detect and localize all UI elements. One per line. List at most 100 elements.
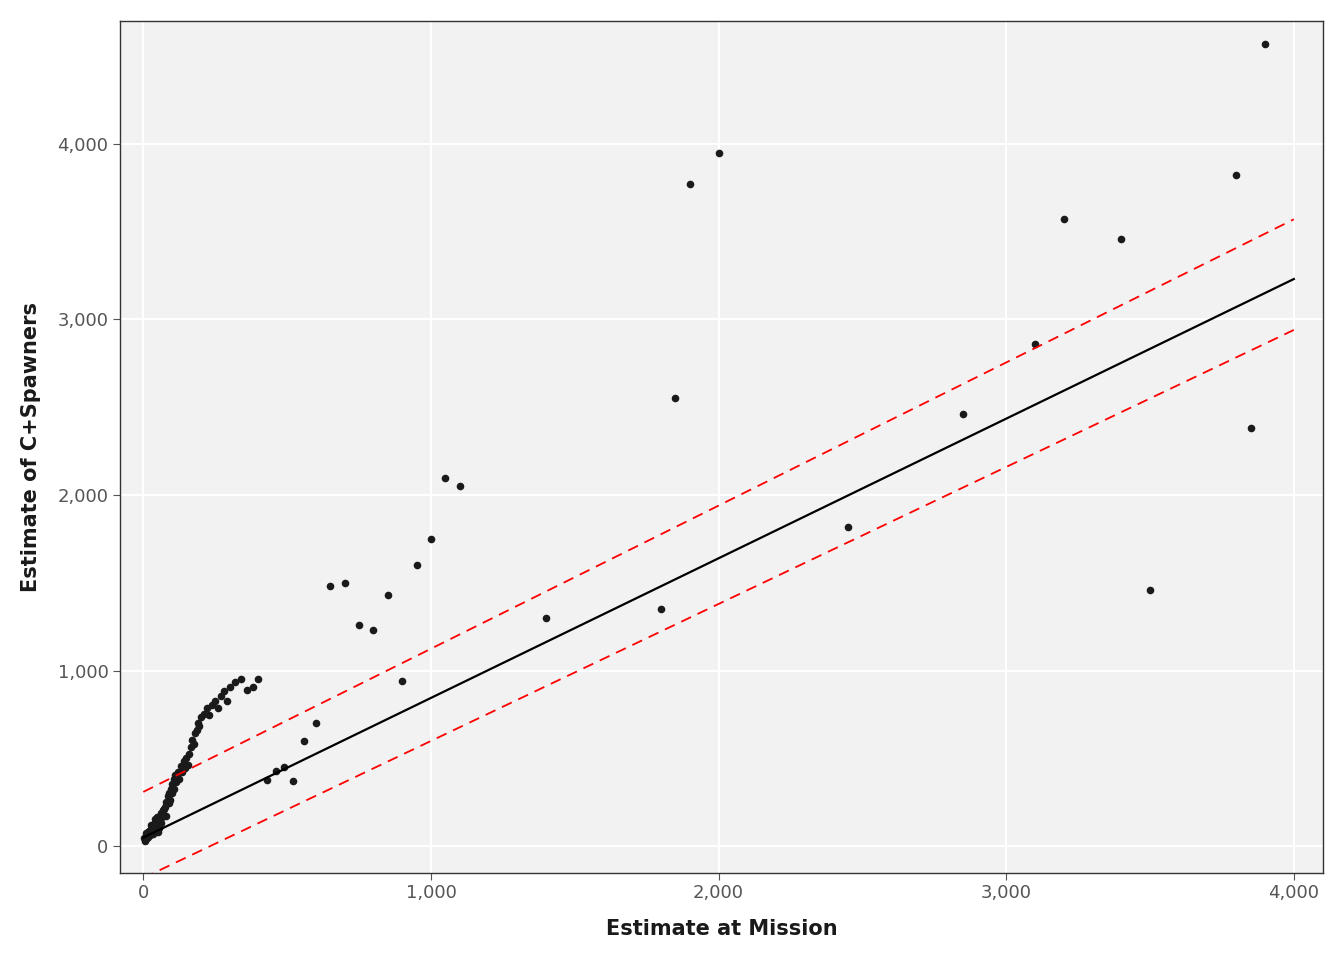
Point (177, 757, 199, 773)
Point (172, 764, 194, 780)
Point (140, 821, 161, 836)
Point (148, 817, 169, 832)
Point (216, 694, 238, 709)
Point (535, 611, 556, 626)
Point (157, 796, 179, 811)
Point (144, 816, 165, 831)
Point (153, 802, 175, 817)
Point (164, 781, 185, 797)
Point (207, 701, 228, 716)
Point (138, 823, 160, 838)
Point (247, 672, 269, 687)
Point (134, 833, 156, 849)
Point (141, 818, 163, 833)
Point (183, 736, 204, 752)
X-axis label: Estimate at Mission: Estimate at Mission (606, 919, 837, 939)
Point (142, 819, 164, 834)
Point (169, 758, 191, 774)
Point (679, 177, 700, 192)
Point (161, 785, 183, 801)
Point (348, 617, 370, 633)
Point (1052, 211, 1074, 227)
Point (165, 775, 187, 790)
Point (708, 145, 730, 160)
Point (185, 722, 207, 737)
Point (378, 588, 399, 603)
Point (153, 806, 175, 822)
Point (175, 760, 196, 776)
Point (164, 768, 185, 783)
Point (155, 808, 176, 824)
Point (173, 754, 195, 769)
Point (157, 788, 179, 804)
Point (144, 811, 165, 827)
Point (257, 772, 278, 787)
Point (155, 799, 176, 814)
Point (665, 391, 687, 406)
Point (138, 828, 160, 843)
Point (167, 764, 188, 780)
Point (1024, 336, 1046, 351)
Point (282, 774, 304, 789)
Point (953, 407, 974, 422)
Point (224, 675, 246, 690)
Point (137, 825, 159, 840)
Point (1140, 582, 1161, 597)
Point (202, 697, 223, 712)
Point (1110, 231, 1132, 247)
Point (449, 479, 470, 494)
Point (134, 826, 156, 841)
Point (159, 785, 180, 801)
Point (434, 469, 456, 485)
Point (146, 825, 168, 840)
Point (210, 688, 231, 704)
Point (149, 808, 171, 824)
Point (363, 623, 384, 638)
Point (184, 726, 206, 741)
Point (152, 803, 173, 818)
Y-axis label: Estimate of C+Spawners: Estimate of C+Spawners (22, 301, 40, 591)
Point (161, 777, 183, 792)
Point (1254, 36, 1275, 51)
Point (837, 519, 859, 535)
Point (237, 683, 258, 698)
Point (179, 747, 200, 762)
Point (148, 820, 169, 835)
Point (265, 763, 286, 779)
Point (242, 679, 263, 694)
Point (156, 794, 177, 809)
Point (141, 827, 163, 842)
Point (1226, 168, 1247, 183)
Point (421, 531, 442, 546)
Point (650, 602, 672, 617)
Point (204, 694, 226, 709)
Point (320, 579, 341, 594)
Point (145, 822, 167, 837)
Point (219, 680, 241, 695)
Point (151, 805, 172, 821)
Point (188, 718, 210, 733)
Point (214, 684, 235, 699)
Point (273, 759, 294, 775)
Point (194, 706, 215, 721)
Point (305, 716, 327, 732)
Point (230, 671, 251, 686)
Point (159, 792, 180, 807)
Point (196, 701, 218, 716)
Point (187, 715, 208, 731)
Point (137, 829, 159, 845)
Point (152, 809, 173, 825)
Point (406, 558, 427, 573)
Point (163, 771, 184, 786)
Point (293, 733, 314, 749)
Point (168, 771, 190, 786)
Point (136, 830, 157, 846)
Point (176, 750, 198, 765)
Point (149, 815, 171, 830)
Point (133, 829, 155, 845)
Point (181, 732, 203, 748)
Point (136, 828, 157, 844)
Point (199, 708, 220, 723)
Point (391, 674, 413, 689)
Point (141, 824, 163, 839)
